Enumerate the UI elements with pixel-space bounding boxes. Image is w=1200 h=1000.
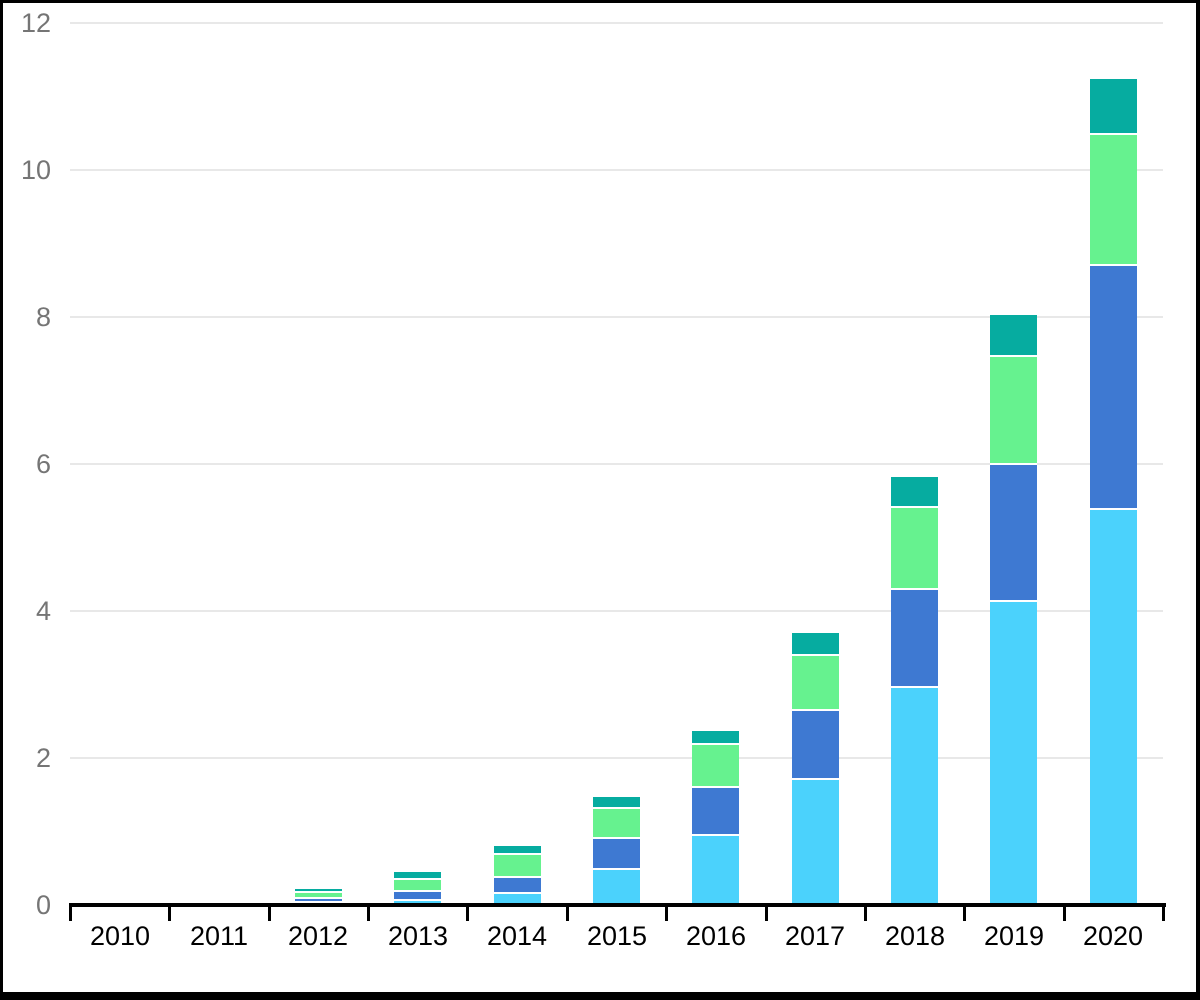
x-axis-tick bbox=[268, 903, 271, 921]
y-axis-tick-label: 12 bbox=[20, 8, 51, 38]
y-gridline-4 bbox=[70, 610, 1163, 612]
bar-2015 bbox=[593, 797, 640, 905]
bar-segment-series-2-blue bbox=[593, 839, 640, 870]
x-axis-tick bbox=[69, 903, 72, 921]
bar-segment-series-4-teal bbox=[295, 889, 342, 893]
x-axis-tick-label-2015: 2015 bbox=[586, 921, 648, 951]
bar-2019 bbox=[990, 315, 1037, 905]
bar-segment-series-3-green bbox=[494, 855, 541, 878]
bar-segment-series-2-blue bbox=[394, 892, 441, 901]
bar-segment-series-3-green bbox=[394, 880, 441, 892]
bar-segment-series-4-teal bbox=[692, 731, 739, 745]
x-axis-tick-label-2013: 2013 bbox=[387, 921, 449, 951]
bar-segment-series-2-blue bbox=[891, 590, 938, 688]
x-axis-tick-label-2012: 2012 bbox=[287, 921, 349, 951]
bar-2020 bbox=[1090, 79, 1137, 905]
y-gridline-8 bbox=[70, 316, 1163, 318]
y-axis-tick-label: 10 bbox=[20, 155, 51, 185]
bar-segment-series-2-blue bbox=[1090, 266, 1137, 510]
x-axis-tick bbox=[168, 903, 171, 921]
y-gridline-12 bbox=[70, 22, 1163, 24]
x-axis-tick-label-2010: 2010 bbox=[89, 921, 151, 951]
bar-segment-series-3-green bbox=[891, 508, 938, 590]
x-axis-tick-label-2018: 2018 bbox=[884, 921, 946, 951]
bar-segment-series-2-blue bbox=[295, 899, 342, 903]
bar-2014 bbox=[494, 846, 541, 905]
bar-segment-series-3-green bbox=[295, 893, 342, 899]
bar-segment-series-1-light-blue bbox=[1090, 510, 1137, 905]
bar-segment-series-1-light-blue bbox=[593, 870, 640, 905]
x-axis-tick bbox=[864, 903, 867, 921]
x-axis-tick-label-2014: 2014 bbox=[486, 921, 548, 951]
bar-2017 bbox=[792, 633, 839, 905]
bar-2018 bbox=[891, 477, 938, 905]
x-axis-tick-label-2020: 2020 bbox=[1082, 921, 1144, 951]
x-axis-tick bbox=[466, 903, 469, 921]
bar-segment-series-4-teal bbox=[990, 315, 1037, 357]
bar-segment-series-4-teal bbox=[792, 633, 839, 656]
bar-2016 bbox=[692, 731, 739, 905]
x-axis-tick bbox=[1063, 903, 1066, 921]
x-axis-line bbox=[69, 903, 1166, 907]
x-axis-tick bbox=[1162, 903, 1165, 921]
bar-segment-series-2-blue bbox=[692, 788, 739, 836]
x-axis-tick-label-2017: 2017 bbox=[784, 921, 846, 951]
y-axis-tick-label: 6 bbox=[35, 449, 51, 479]
bar-segment-series-4-teal bbox=[891, 477, 938, 508]
bar-segment-series-1-light-blue bbox=[990, 602, 1037, 905]
x-axis-tick bbox=[566, 903, 569, 921]
y-gridline-10 bbox=[70, 169, 1163, 171]
y-axis-tick-label: 0 bbox=[35, 890, 51, 920]
bar-segment-series-3-green bbox=[692, 745, 739, 788]
x-axis-tick bbox=[963, 903, 966, 921]
x-axis-tick-label-2019: 2019 bbox=[983, 921, 1045, 951]
bar-segment-series-3-green bbox=[792, 656, 839, 711]
y-axis-tick-label: 2 bbox=[35, 743, 51, 773]
y-axis-tick-label: 8 bbox=[35, 302, 51, 332]
bar-segment-series-3-green bbox=[990, 357, 1037, 465]
x-axis-tick bbox=[367, 903, 370, 921]
bar-segment-series-3-green bbox=[593, 809, 640, 839]
bar-segment-series-2-blue bbox=[792, 711, 839, 780]
bar-segment-series-3-green bbox=[1090, 135, 1137, 266]
x-axis-tick-label-2011: 2011 bbox=[189, 921, 249, 951]
x-axis-tick bbox=[665, 903, 668, 921]
bar-segment-series-1-light-blue bbox=[891, 688, 938, 905]
bar-segment-series-1-light-blue bbox=[692, 836, 739, 905]
bar-2013 bbox=[394, 872, 441, 905]
bar-segment-series-4-teal bbox=[593, 797, 640, 809]
bar-segment-series-2-blue bbox=[494, 878, 541, 894]
y-gridline-6 bbox=[70, 463, 1163, 465]
x-axis-tick-label-2016: 2016 bbox=[685, 921, 747, 951]
x-axis-tick bbox=[765, 903, 768, 921]
bar-segment-series-1-light-blue bbox=[792, 780, 839, 905]
bar-segment-series-4-teal bbox=[494, 846, 541, 855]
bar-segment-series-2-blue bbox=[990, 465, 1037, 602]
y-axis-tick-label: 4 bbox=[35, 596, 51, 626]
bar-segment-series-4-teal bbox=[394, 872, 441, 880]
y-gridline-2 bbox=[70, 757, 1163, 759]
bar-segment-series-1-light-blue bbox=[494, 894, 541, 905]
bar-segment-series-4-teal bbox=[1090, 79, 1137, 135]
